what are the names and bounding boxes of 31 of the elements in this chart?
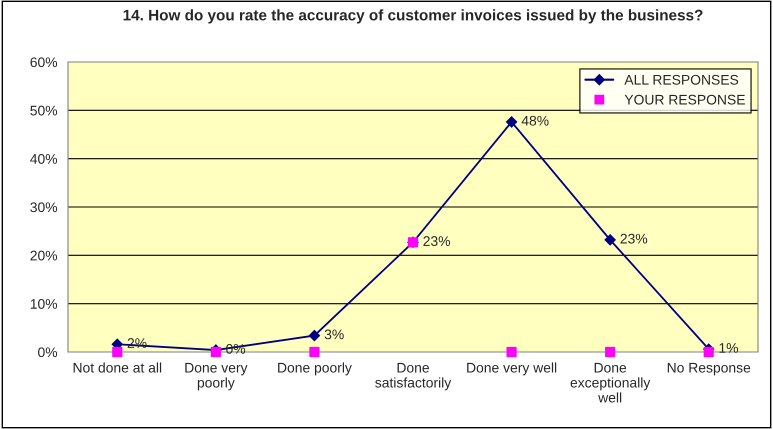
y-tick-label: 10% bbox=[30, 299, 58, 309]
data-label: 23% bbox=[423, 236, 450, 246]
data-label: 3% bbox=[324, 329, 344, 340]
point bbox=[309, 346, 320, 358]
y-tick-label: 60% bbox=[30, 57, 58, 68]
point bbox=[112, 346, 122, 358]
y-tick-label: 30% bbox=[30, 202, 58, 212]
point bbox=[506, 346, 517, 358]
y-tick-label: 20% bbox=[30, 250, 58, 261]
x-tick-label: Not done at all bbox=[74, 362, 162, 373]
point bbox=[506, 116, 518, 128]
x-tick-label: Done exceptionally well bbox=[570, 362, 650, 403]
point bbox=[605, 346, 616, 358]
y-tick-label: 40% bbox=[30, 154, 58, 164]
x-tick-label: Done very poorly bbox=[185, 362, 248, 390]
x-tick-label: No Response bbox=[668, 362, 750, 376]
chart-title: 14. How do you rate the accuracy of customer invoices issued by the business? bbox=[124, 9, 703, 24]
point bbox=[210, 346, 221, 358]
legend-label: YOUR RESPONSE bbox=[624, 94, 745, 105]
data-label: 48% bbox=[522, 116, 549, 126]
x-tick-label: Done very well bbox=[467, 362, 556, 376]
y-tick-label: 50% bbox=[30, 106, 58, 116]
data-label: 1% bbox=[719, 343, 738, 353]
x-tick-label: Done poorly bbox=[278, 362, 352, 376]
data-label: 23% bbox=[620, 234, 648, 244]
legend-label: ALL RESPONSES bbox=[624, 74, 738, 85]
point bbox=[704, 346, 714, 358]
point bbox=[604, 234, 616, 246]
point bbox=[308, 330, 320, 342]
x-tick-label: Done satisfactorily bbox=[375, 362, 452, 390]
y-tick-label: 0% bbox=[38, 347, 58, 358]
